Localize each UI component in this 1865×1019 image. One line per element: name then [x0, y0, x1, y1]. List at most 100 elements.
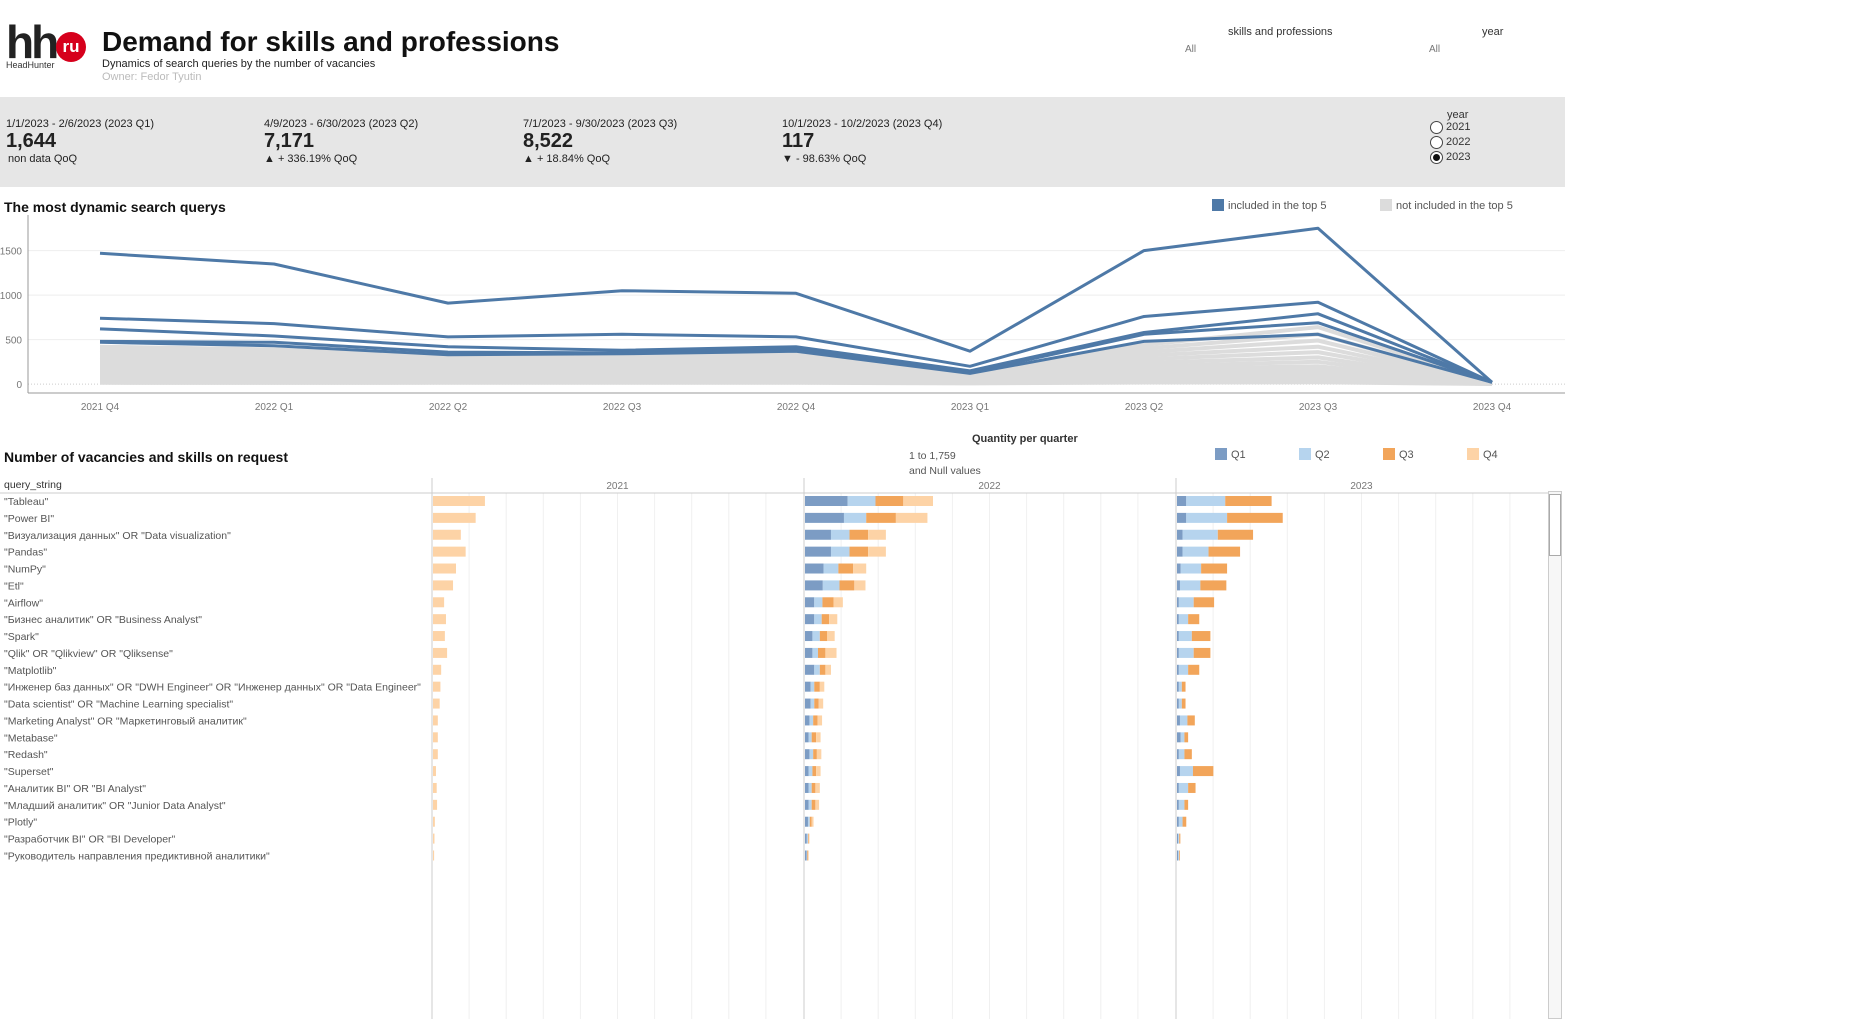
row-label: "Разработчик BI" OR "BI Developer" — [4, 834, 176, 846]
bar-segment-q1 — [805, 766, 809, 777]
bar-segment-q4 — [433, 698, 440, 709]
kpi-value: 8,522 — [523, 130, 574, 152]
x-tick-label: 2023 Q4 — [1473, 402, 1512, 413]
bar-segment-q1 — [805, 512, 844, 523]
bar-segment-q3 — [811, 732, 817, 743]
bar-segment-q1 — [805, 580, 823, 591]
bar-segment-q4 — [433, 799, 438, 810]
legend-other-label[interactable]: not included in the top 5 — [1396, 200, 1513, 212]
filter-skills-value[interactable]: All — [1185, 44, 1197, 55]
bar-segment-q2 — [1178, 850, 1180, 861]
series-line-top5 — [99, 226, 1493, 384]
bar-segment-q1 — [805, 546, 831, 557]
kpi-value: 1,644 — [6, 130, 57, 152]
bar-segment-q4 — [433, 715, 438, 726]
x-tick-label: 2023 Q2 — [1125, 402, 1164, 413]
bar-segment-q3 — [1184, 749, 1192, 760]
year-header: 2021 — [606, 481, 629, 492]
row-label: "Руководитель направления предиктивной а… — [4, 850, 270, 862]
bar-segment-q3 — [812, 766, 817, 777]
bar-segment-q4 — [433, 833, 435, 844]
bar-segment-q1 — [1177, 749, 1179, 760]
year-header: 2022 — [978, 481, 1001, 492]
row-label: "Plotly" — [4, 817, 37, 829]
filter-year[interactable]: year All — [1420, 26, 1560, 58]
bar-segment-q1 — [805, 597, 815, 608]
row-label: "Qlik" OR "Qlikview" OR "Qliksense" — [4, 648, 173, 660]
bar-chart-scrollbar[interactable] — [1548, 491, 1562, 1019]
bar-segment-q2 — [1186, 512, 1228, 523]
kpi-value: 117 — [782, 130, 815, 152]
row-label: "Младший аналитик" OR "Junior Data Analy… — [4, 800, 226, 812]
bar-segment-q4 — [433, 681, 441, 692]
bar-segment-q4 — [433, 850, 435, 861]
bar-segment-q3 — [813, 749, 817, 760]
bar-segment-q4 — [808, 833, 810, 844]
bar-segment-q4 — [829, 614, 838, 625]
bar-segment-q1 — [1177, 732, 1181, 743]
legend-q2-label[interactable]: Q2 — [1315, 449, 1330, 461]
bar-segment-q3 — [1200, 580, 1227, 591]
bar-segment-q1 — [805, 664, 815, 675]
bar-segment-q2 — [808, 782, 812, 793]
radio-2021-label: 2021 — [1446, 121, 1471, 133]
x-tick-label: 2022 Q1 — [255, 402, 294, 413]
series-line-other — [99, 338, 1493, 385]
legend-q4-label[interactable]: Q4 — [1483, 449, 1498, 461]
bar-segment-q1 — [805, 715, 810, 726]
bar-segment-q4 — [433, 546, 466, 557]
bar-segment-q1 — [805, 698, 811, 709]
bar-segment-q1 — [805, 816, 808, 827]
row-label: "Бизнес аналитик" OR "Business Analyst" — [4, 614, 202, 626]
bar-segment-q3 — [1193, 597, 1215, 608]
legend-q1-label[interactable]: Q1 — [1231, 449, 1246, 461]
bar-segment-q3 — [849, 546, 869, 557]
x-tick-label: 2023 Q3 — [1299, 402, 1338, 413]
kpi-q1: 1/1/2023 - 2/6/2023 (2023 Q1) 1,644 non … — [6, 118, 154, 165]
bar-segment-q4 — [433, 631, 445, 642]
bar-segment-q3 — [1184, 732, 1189, 743]
line-chart[interactable]: 0 500 1000 1500 2021 Q4 2022 Q1 2022 Q2 2022 Q3… — [0, 215, 1565, 415]
radio-2021[interactable] — [1430, 121, 1443, 134]
bar-segment-q1 — [1177, 698, 1179, 709]
legend-top5-label[interactable]: included in the top 5 — [1228, 200, 1327, 212]
series-line-top5 — [99, 312, 1493, 384]
bar-segment-q4 — [433, 529, 461, 540]
legend-q3-swatch — [1383, 448, 1395, 460]
bar-segment-q2 — [1178, 833, 1180, 844]
filter-year-value[interactable]: All — [1429, 44, 1441, 55]
bar-segment-q1 — [1177, 782, 1179, 793]
bar-segment-q3 — [814, 681, 820, 692]
filter-skills[interactable]: skills and professions All — [1170, 26, 1390, 58]
series-line-other — [99, 364, 1493, 386]
bar-segment-q1 — [1177, 597, 1179, 608]
bar-segment-q4 — [433, 580, 454, 591]
bar-segment-q2 — [809, 749, 814, 760]
y-tick-label: 0 — [16, 380, 22, 391]
radio-2023[interactable] — [1430, 151, 1443, 164]
legend-q3-label[interactable]: Q3 — [1399, 449, 1414, 461]
bar-segment-q4 — [433, 749, 438, 760]
bar-segment-q1 — [1177, 614, 1179, 625]
kpi-delta: non data QoQ — [8, 153, 78, 165]
bar-segment-q4 — [816, 749, 822, 760]
bar-segment-q2 — [807, 816, 810, 827]
scrollbar-thumb[interactable] — [1549, 494, 1561, 556]
bar-segment-q1 — [805, 799, 809, 810]
bar-chart-title: Number of vacancies and skills on reques… — [4, 449, 288, 465]
bar-segment-q3 — [1182, 816, 1187, 827]
bar-segment-q3 — [811, 782, 816, 793]
bar-segment-q3 — [1225, 496, 1272, 506]
bar-chart[interactable]: 2021 2022 2023 "Tableau" "Power BI" "Визуализ… — [0, 474, 1548, 1019]
hh-logo: hh — [6, 16, 59, 68]
bar-segment-q2 — [823, 563, 839, 574]
size-note-range: 1 to 1,759 — [909, 450, 956, 462]
bar-segment-q3 — [875, 496, 904, 506]
bar-segment-q1 — [1177, 715, 1180, 726]
bar-segment-q2 — [1182, 529, 1218, 540]
series-line-other — [99, 332, 1493, 385]
bar-segment-q1 — [1177, 647, 1179, 658]
radio-2022[interactable] — [1430, 136, 1443, 149]
bar-segment-q4 — [433, 782, 437, 793]
series-line-top5 — [99, 300, 1493, 384]
